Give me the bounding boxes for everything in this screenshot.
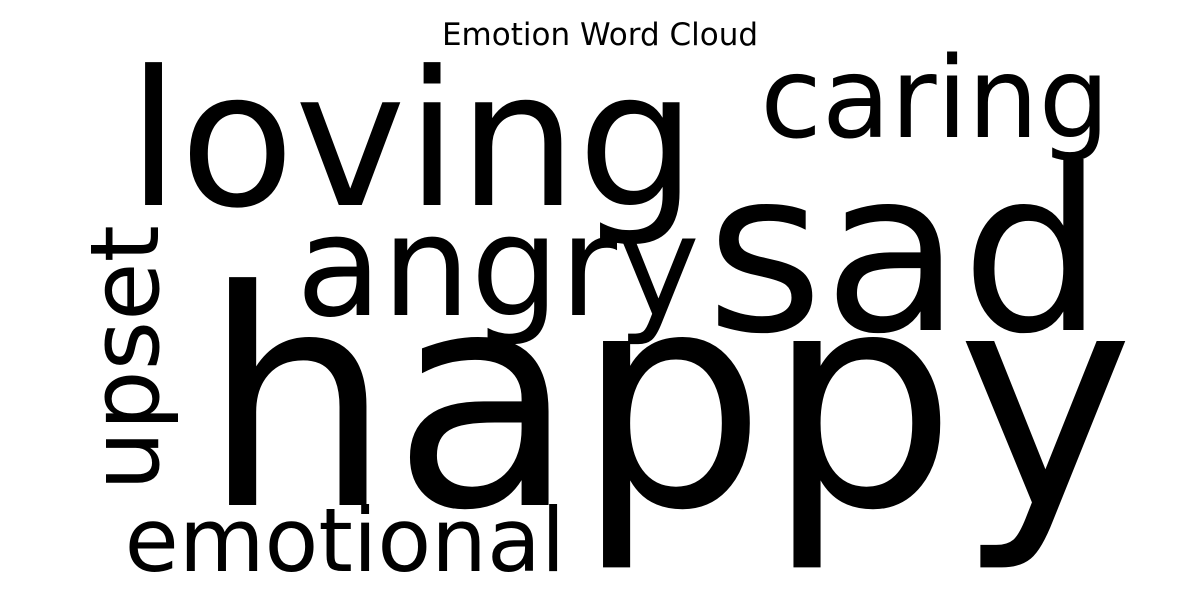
- word-emotional: emotional: [125, 489, 566, 592]
- chart-title: Emotion Word Cloud: [442, 17, 758, 53]
- word-sad: sad: [706, 122, 1104, 384]
- word-angry: angry: [296, 186, 700, 349]
- word-caring: caring: [760, 34, 1109, 164]
- word-upset: upset: [71, 225, 181, 491]
- word-loving: loving: [127, 31, 696, 250]
- word-happy: happy: [202, 227, 1134, 576]
